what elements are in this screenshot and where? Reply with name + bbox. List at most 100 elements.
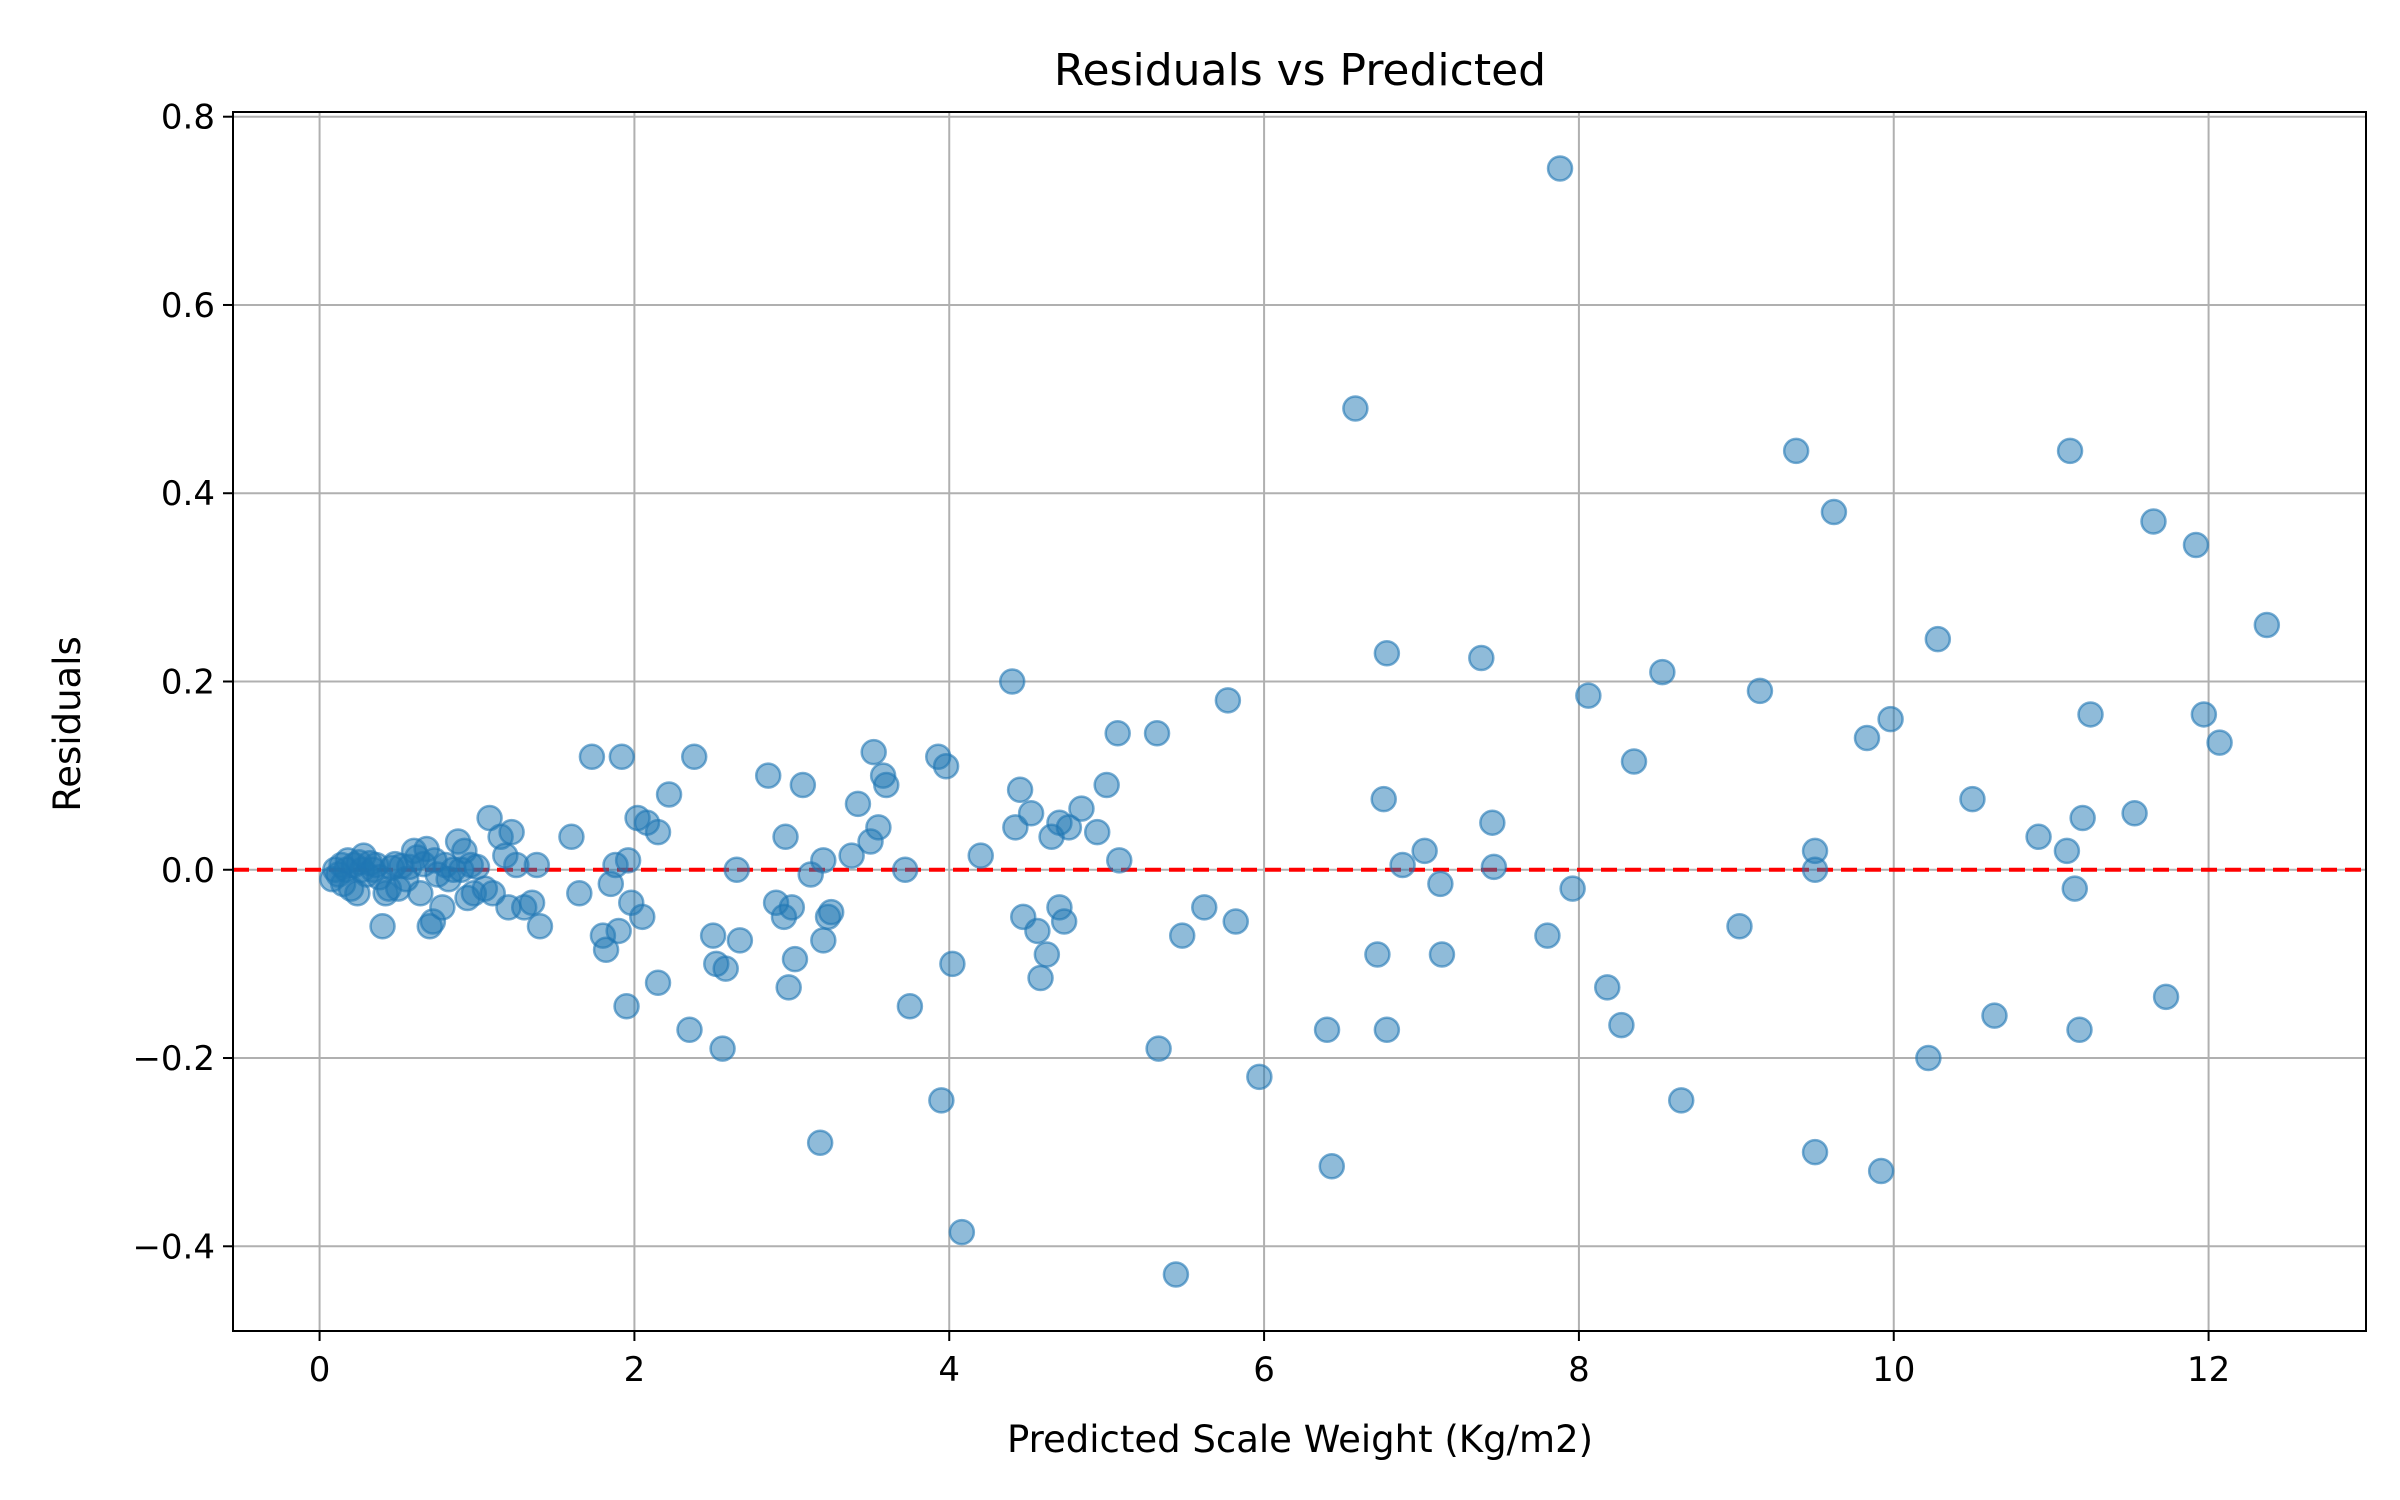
data-point [1373,1016,1401,1044]
data-point [1649,658,1676,686]
data-point [605,917,632,945]
data-point [817,898,845,926]
data-point [1068,795,1095,822]
data-point [1820,498,1848,526]
x-axis-ticks: 0 2 4 6 8 10 12 [309,1331,2230,1390]
data-point [1143,720,1171,747]
data-point [558,823,585,851]
x-tick-label: 4 [938,1350,960,1390]
data-point [2152,983,2180,1011]
y-tick-label: 0.4 [161,474,215,514]
data-point [726,927,754,954]
data-point [844,790,872,818]
x-tick-label: 10 [1872,1350,1915,1390]
data-point [1389,851,1416,879]
data-point [608,743,636,771]
data-point [1746,677,1774,705]
data-point [1801,1138,1829,1166]
data-point [1373,640,1401,667]
data-point [1033,941,1061,968]
data-point [2121,800,2148,827]
data-point [2069,804,2096,832]
data-point [1093,771,1120,799]
data-point [810,927,837,954]
data-point [723,856,750,884]
data-point [523,851,551,879]
y-tick-label: 0.0 [161,851,215,891]
data-point [1191,894,1218,921]
x-tick-label: 12 [2187,1350,2230,1390]
data-point [778,894,806,921]
data-point [369,912,396,940]
data-point [644,818,672,846]
data-point [1959,785,1986,813]
x-tick-label: 8 [1568,1350,1590,1390]
data-point [2140,508,2167,535]
data-point [754,762,782,789]
data-point [939,950,966,978]
data-point [772,823,799,851]
data-point [1594,974,1621,1001]
data-point [806,1129,834,1156]
data-point [680,743,708,771]
data-point [1877,705,1904,733]
y-tick-label: 0.8 [161,98,215,138]
data-point [1468,644,1495,672]
data-point [2206,729,2233,756]
data-point [838,842,865,869]
data-point [578,743,606,771]
data-point [712,955,739,982]
data-point [1050,908,1078,935]
data-point [2253,611,2281,639]
data-point [1370,785,1397,813]
data-points [318,155,2281,1288]
data-point [1620,748,1648,775]
data-point [2182,531,2210,559]
data-point [463,853,491,881]
data-point [873,771,900,799]
data-point [2061,875,2089,902]
data-point [629,903,656,931]
data-point [1246,1063,1273,1091]
data-point [1915,1044,1942,1072]
data-point [1024,917,1051,945]
data-point [518,889,546,916]
x-tick-label: 2 [624,1350,646,1390]
y-tick-label: 0.6 [161,286,215,326]
data-point [1427,870,1454,898]
data-point [781,945,809,973]
data-point [1853,724,1881,752]
data-point [566,880,593,907]
data-point [1027,964,1054,992]
data-point [1017,800,1045,827]
x-tick-label: 0 [309,1350,331,1390]
data-point [928,1087,955,1114]
data-point [1104,720,1131,747]
data-point [1534,922,1561,949]
data-point [1480,853,1508,881]
data-point [1364,941,1391,968]
data-point [1313,1016,1341,1044]
y-axis-label: Residuals [46,636,89,812]
data-point [967,842,994,869]
data-point [1782,437,1810,465]
data-point [1479,809,1506,836]
chart-title: Residuals vs Predicted [1054,45,1546,96]
data-point [1083,818,1111,846]
data-point [2190,701,2218,728]
data-point [676,1016,703,1044]
data-point [2056,437,2084,465]
data-point [1667,1087,1695,1114]
data-point [526,912,554,940]
data-point [1801,856,1829,884]
data-point [1575,682,1602,709]
data-point [860,738,887,766]
data-point [699,922,727,949]
data-point [407,880,434,907]
y-tick-label: −0.2 [132,1039,215,1079]
data-point [614,847,642,874]
y-tick-label: 0.2 [161,662,215,702]
data-point [1924,625,1952,653]
